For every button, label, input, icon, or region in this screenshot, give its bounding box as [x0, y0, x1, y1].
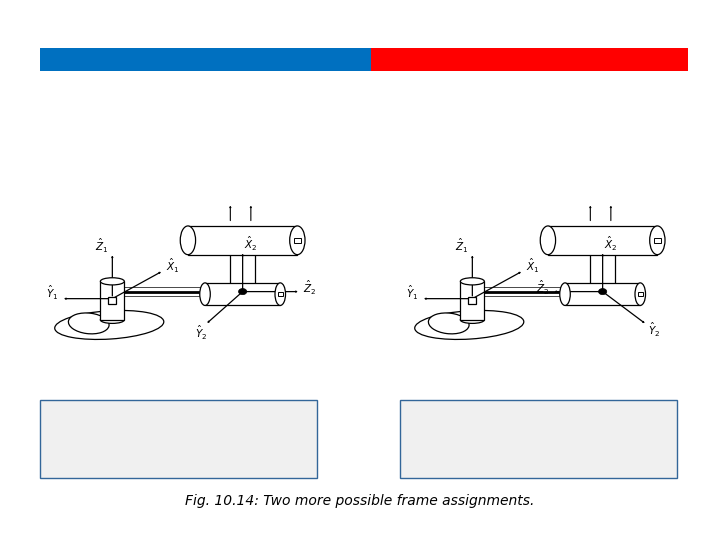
Ellipse shape	[100, 278, 125, 285]
Ellipse shape	[415, 310, 523, 340]
Text: $\hat{Y}_1$: $\hat{Y}_1$	[406, 284, 418, 301]
Bar	[565, 283, 640, 306]
Ellipse shape	[649, 226, 665, 255]
Text: $\hat{Y}_1$: $\hat{Y}_1$	[46, 284, 58, 301]
Bar	[277, 292, 283, 296]
Ellipse shape	[460, 316, 485, 323]
Text: $\hat{Y}_2$: $\hat{Y}_2$	[648, 321, 660, 339]
Bar	[40, 400, 317, 478]
Text: $\hat{Z}_1$: $\hat{Z}_1$	[455, 237, 469, 255]
Ellipse shape	[289, 226, 305, 255]
Bar	[468, 298, 477, 303]
Bar	[654, 238, 661, 243]
Text: $\hat{X}_2$: $\hat{X}_2$	[604, 235, 618, 253]
Bar	[100, 281, 125, 320]
Text: $\hat{Z}_1$: $\hat{Z}_1$	[95, 237, 109, 255]
Bar	[460, 281, 485, 320]
Circle shape	[598, 288, 607, 295]
Bar	[548, 226, 657, 255]
Bar	[637, 292, 643, 296]
Text: $\hat{Z}_2$: $\hat{Z}_2$	[536, 279, 549, 296]
Ellipse shape	[199, 283, 210, 306]
Text: $\hat{X}_1$: $\hat{X}_1$	[526, 257, 539, 275]
Text: Fig. 10.14: Two more possible frame assignments.: Fig. 10.14: Two more possible frame assi…	[185, 494, 535, 508]
Text: $\hat{Y}_2$: $\hat{Y}_2$	[195, 323, 208, 342]
Ellipse shape	[635, 283, 646, 306]
Bar	[40, 48, 371, 71]
Bar	[108, 298, 117, 303]
Bar	[294, 238, 301, 243]
Ellipse shape	[540, 226, 556, 255]
Ellipse shape	[55, 310, 163, 340]
Bar	[590, 240, 615, 294]
Ellipse shape	[460, 278, 485, 285]
Ellipse shape	[428, 313, 469, 334]
Bar	[371, 48, 688, 71]
Ellipse shape	[275, 283, 286, 306]
Ellipse shape	[100, 316, 125, 323]
Ellipse shape	[68, 313, 109, 334]
Text: $\hat{X}_2$: $\hat{X}_2$	[244, 235, 258, 253]
Bar	[400, 400, 677, 478]
Bar	[205, 283, 280, 306]
Ellipse shape	[180, 226, 196, 255]
Text: $\hat{Z}_2$: $\hat{Z}_2$	[303, 279, 316, 296]
Bar	[230, 240, 255, 294]
Text: $\hat{X}_1$: $\hat{X}_1$	[166, 257, 179, 275]
Ellipse shape	[559, 283, 570, 306]
Bar	[188, 226, 297, 255]
Circle shape	[238, 288, 247, 295]
